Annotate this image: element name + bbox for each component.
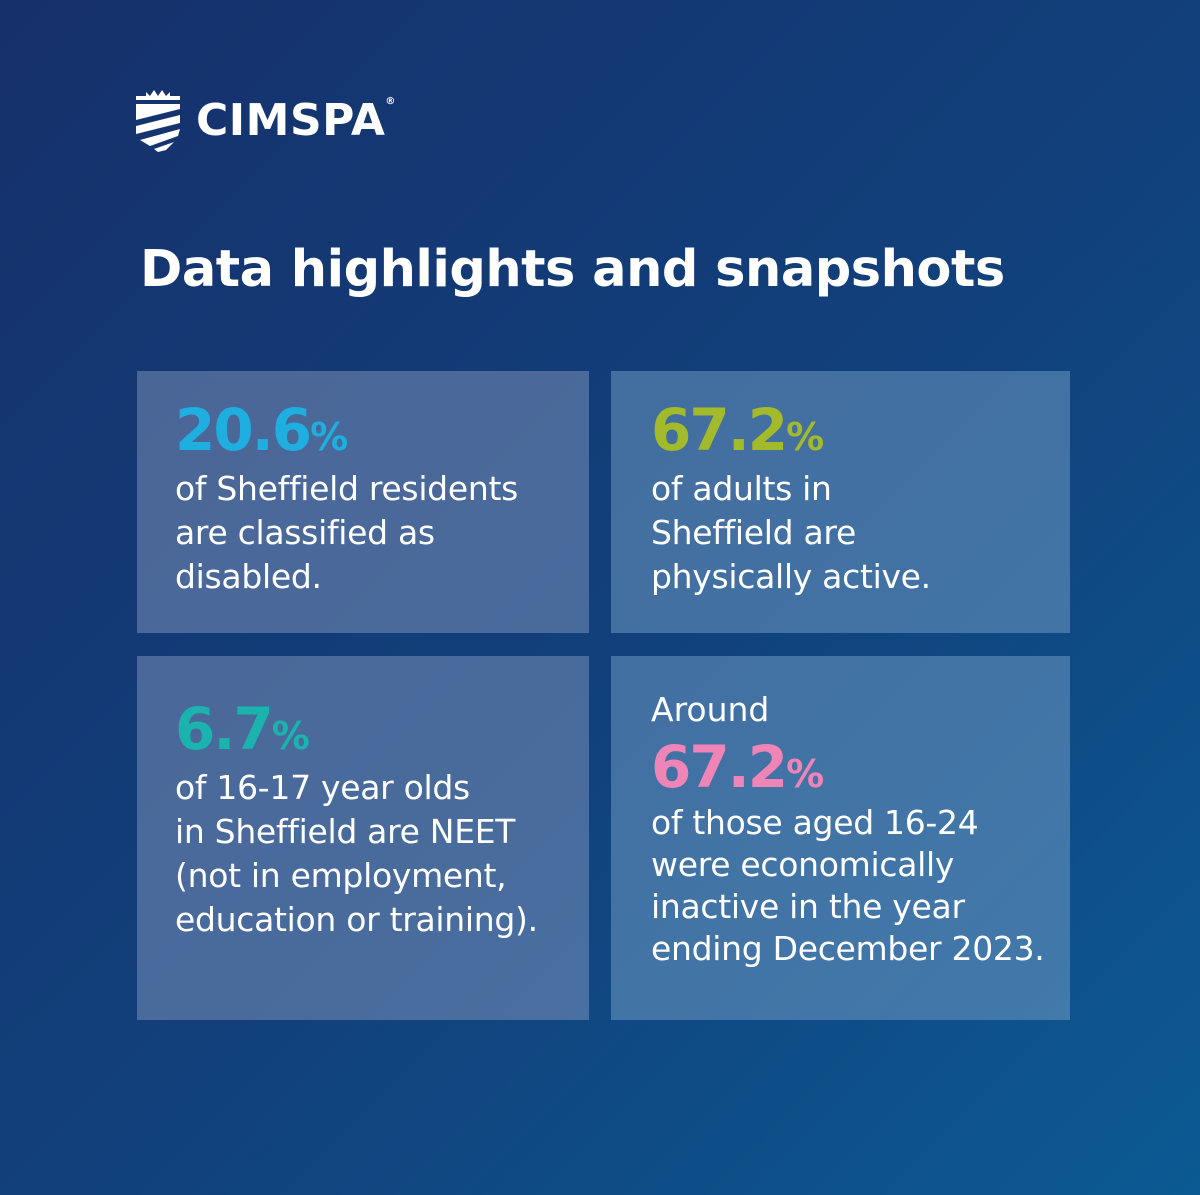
stat-lead: Around xyxy=(651,690,770,729)
stat-card-inactive: Around 67.2% of those aged 16-24 were ec… xyxy=(611,656,1070,1020)
cimspa-logo: CIMSPA® xyxy=(132,90,396,152)
stat-description: of adults in Sheffield are physically ac… xyxy=(651,469,931,596)
stat-description: of 16-17 year olds in Sheffield are NEET… xyxy=(175,768,538,939)
stat-description: of those aged 16-24 were economically in… xyxy=(651,803,1045,968)
stat-card-neet: 6.7% of 16-17 year olds in Sheffield are… xyxy=(137,656,589,1020)
stat-card-disabled: 20.6% of Sheffield residents are classif… xyxy=(137,371,589,633)
stat-value: 67.2% xyxy=(651,396,825,464)
stat-value: 20.6% xyxy=(175,396,349,464)
stat-description: of Sheffield residents are classified as… xyxy=(175,469,518,596)
brand-name: CIMSPA® xyxy=(196,95,396,146)
stat-value: 6.7% xyxy=(175,695,310,763)
stat-card-active: 67.2% of adults in Sheffield are physica… xyxy=(611,371,1070,633)
stat-value: 67.2% xyxy=(651,733,825,801)
shield-crest-icon xyxy=(136,90,180,152)
page-title: Data highlights and snapshots xyxy=(140,240,1005,299)
